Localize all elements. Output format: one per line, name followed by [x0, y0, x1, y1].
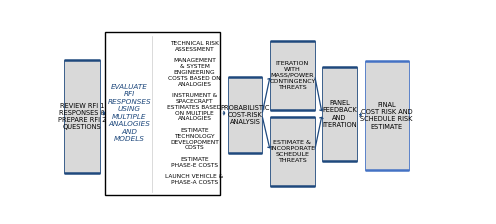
Bar: [270, 116, 314, 185]
Bar: [270, 41, 314, 110]
Bar: [365, 61, 409, 170]
Text: PROBABILISTIC
COST-RISK
ANALYSIS: PROBABILISTIC COST-RISK ANALYSIS: [220, 105, 270, 125]
Text: EVALUATE
RFI
RESPONSES
USING
MULTIPLE
ANALOGIES
AND
MODELS: EVALUATE RFI RESPONSES USING MULTIPLE AN…: [108, 84, 151, 142]
Text: FINAL
COST RISK AND
SCHEDULE RISK
ESTIMATE: FINAL COST RISK AND SCHEDULE RISK ESTIMA…: [361, 102, 413, 129]
Text: PANEL
FEEDBACK
AND
ITERATION: PANEL FEEDBACK AND ITERATION: [322, 100, 357, 128]
Bar: [228, 77, 262, 153]
Text: TECHNICAL RISK
ASSESSMENT

MANAGEMENT
& SYSTEM
ENGINEERING
COSTS BASED ON
ANALOG: TECHNICAL RISK ASSESSMENT MANAGEMENT & S…: [166, 41, 224, 185]
Text: ESTIMATE &
INCORPORATE
SCHEDULE
THREATS: ESTIMATE & INCORPORATE SCHEDULE THREATS: [270, 140, 315, 163]
Text: ITERATION
WITH
MASS/POWER
CONTINGENCY
THREATS: ITERATION WITH MASS/POWER CONTINGENCY TH…: [269, 61, 315, 90]
Bar: [64, 60, 100, 173]
Bar: [322, 67, 357, 162]
Bar: [105, 32, 220, 195]
Text: REVIEW RFI 1
RESPONSES &
PREPARE RFI 2
QUESTIONS: REVIEW RFI 1 RESPONSES & PREPARE RFI 2 Q…: [58, 103, 106, 130]
